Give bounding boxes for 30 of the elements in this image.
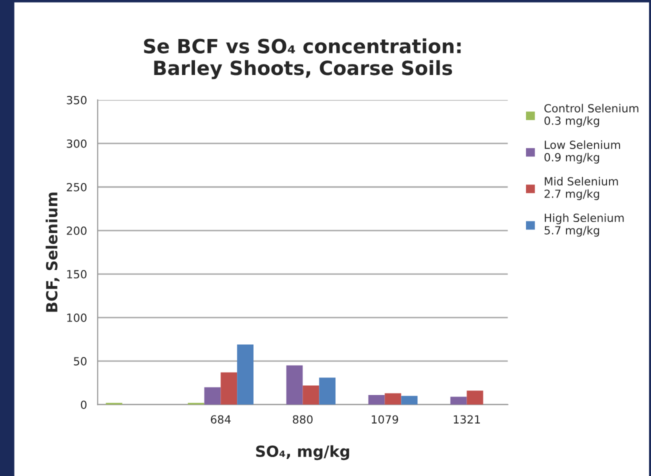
chart-title: Se BCF vs SO₄ concentration: Barley Shoots, Coarse Soils: [144, 38, 461, 80]
y-tick-label: 100: [67, 314, 86, 322]
bar: [450, 396, 467, 405]
x-tick-label: 880: [292, 415, 313, 424]
y-tick-label: 300: [66, 139, 86, 148]
legend-label: Mid Selenium 2.7 mg/kg: [544, 176, 618, 200]
x-tick-label: 1321: [454, 415, 480, 424]
bar: [286, 365, 303, 405]
x-tick-label: 1079: [372, 415, 398, 424]
bar: [368, 395, 385, 405]
bar: [237, 344, 254, 405]
bar: [319, 378, 336, 405]
y-tick-label: 0: [80, 400, 86, 409]
bar: [204, 387, 221, 405]
x-axis-title: SO₄, mg/kg: [256, 445, 350, 460]
y-tick-label: 250: [66, 182, 86, 192]
legend-label: Control Selenium 0.3 mg/kg: [544, 104, 638, 128]
y-tick-label: 350: [66, 96, 86, 104]
y-tick-label: 150: [67, 270, 86, 278]
y-tick-label: 50: [74, 357, 86, 366]
bar: [401, 396, 418, 405]
y-tick-label: 200: [66, 226, 86, 235]
legend-label: High Selenium 5.7 mg/kg: [544, 213, 624, 237]
y-axis-title: BCF, Selenium: [46, 192, 60, 312]
bar: [302, 385, 320, 405]
legend-label: Low Selenium 0.9 mg/kg: [544, 140, 620, 164]
bar: [220, 372, 238, 405]
bar: [466, 390, 484, 405]
x-tick-label: 684: [210, 415, 231, 424]
bar: [384, 393, 402, 405]
